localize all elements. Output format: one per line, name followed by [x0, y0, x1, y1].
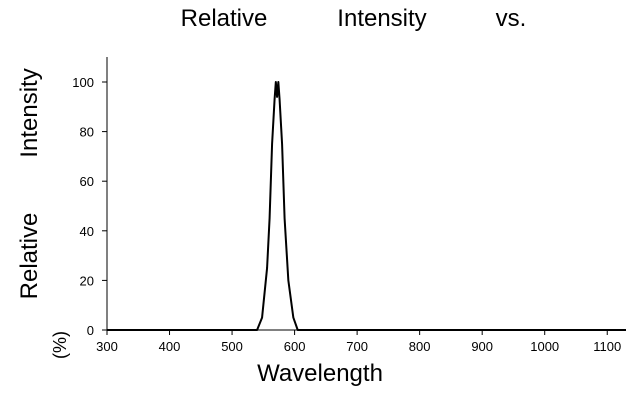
x-tick-label: 300 — [96, 339, 118, 354]
x-tick-label: 400 — [159, 339, 181, 354]
y-axis-title-word-intensity: Intensity — [16, 68, 43, 157]
x-tick-label: 600 — [284, 339, 306, 354]
x-tick-label: 1000 — [530, 339, 559, 354]
y-axis-ticks: 0 20 40 60 80 100 — [72, 75, 107, 338]
spectrum-line-0 — [107, 81, 626, 331]
y-axis-title-unit-fragment: (%) — [50, 331, 70, 359]
y-tick-label: 80 — [80, 125, 94, 140]
chart-title: Relative Intensity vs. — [181, 5, 527, 32]
y-axis-title-word-relative: Relative — [16, 213, 43, 300]
y-tick-label: 20 — [80, 273, 94, 288]
y-tick-label: 60 — [80, 174, 94, 189]
y-tick-label: 100 — [72, 75, 94, 90]
chart-title-word-2: Intensity — [337, 5, 426, 32]
x-tick-label: 700 — [346, 339, 368, 354]
chart-title-word-3: vs. — [496, 5, 527, 32]
x-tick-label: 900 — [471, 339, 493, 354]
x-tick-label: 1100 — [593, 339, 621, 354]
y-tick-label: 0 — [87, 323, 94, 338]
x-axis-ticks: 300 400 500 600 700 800 900 1000 1100 — [96, 330, 621, 354]
x-tick-label: 500 — [221, 339, 243, 354]
x-tick-label: 800 — [409, 339, 431, 354]
chart-title-word-1: Relative — [181, 5, 268, 32]
y-axis-title: Relative Intensity (%) — [16, 68, 70, 359]
x-axis-title: Wavelength — [257, 360, 383, 387]
y-tick-label: 40 — [80, 224, 94, 239]
spectrum-series — [107, 81, 626, 331]
